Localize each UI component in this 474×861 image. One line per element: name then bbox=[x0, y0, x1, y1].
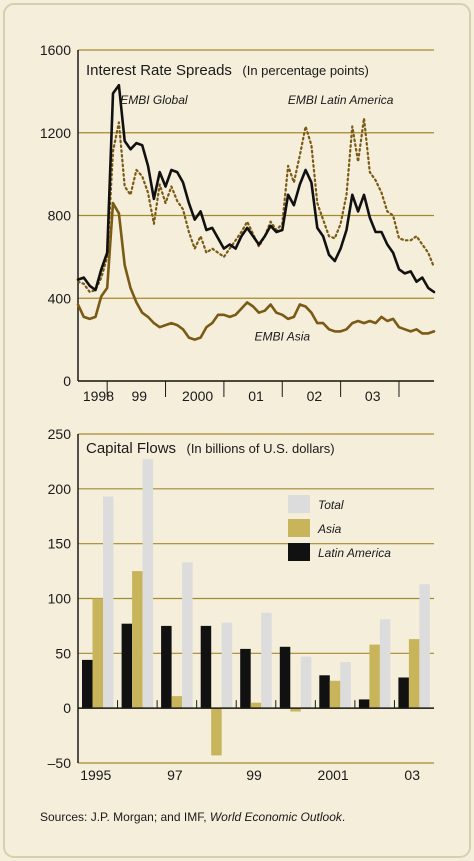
c2-y-tick-label: 150 bbox=[48, 536, 72, 552]
bar-asia-97 bbox=[171, 696, 183, 709]
legend-swatch-asia bbox=[288, 519, 310, 537]
bar-total-2000 bbox=[300, 656, 312, 709]
bar-asia-96 bbox=[132, 571, 143, 709]
c1-x-tick-label: 03 bbox=[365, 388, 381, 404]
bar-latin-america-98 bbox=[200, 625, 212, 709]
c2-y-tick-label: 250 bbox=[48, 426, 72, 442]
c2-y-tick-label: 0 bbox=[63, 700, 71, 716]
c1-y-tick-label: 1600 bbox=[40, 42, 71, 58]
bar-asia-2000 bbox=[290, 708, 301, 712]
c1-title-sub: (In percentage points) bbox=[242, 63, 368, 78]
c2-y-axis: –50 0 50 100 150 200 250 bbox=[48, 426, 79, 771]
c1-y-axis: 0 400 800 1200 1600 bbox=[40, 42, 434, 389]
bar-latin-america-99 bbox=[240, 648, 251, 709]
c1-title-main: Interest Rate Spreads bbox=[86, 62, 232, 79]
c1-title: Interest Rate Spreads (In percentage poi… bbox=[86, 62, 369, 79]
legend-label-asia: Asia bbox=[317, 522, 342, 536]
c1-x-axis: 1998 99 2000 01 02 03 bbox=[83, 381, 400, 404]
bar-total-96 bbox=[142, 459, 154, 709]
legend-label-total: Total bbox=[318, 498, 344, 512]
source-note-italic: World Economic Outlook bbox=[210, 810, 343, 824]
series-line-embi-asia bbox=[76, 201, 436, 341]
bar-total-99 bbox=[261, 612, 272, 709]
c2-x-tick-label: 99 bbox=[246, 767, 262, 783]
c2-y-tick-label: 50 bbox=[55, 645, 71, 661]
bar-latin-america-96 bbox=[121, 623, 133, 709]
bar-asia-1995 bbox=[92, 598, 103, 709]
c1-x-tick-label: 2000 bbox=[182, 388, 213, 404]
c2-bars bbox=[82, 459, 430, 756]
bar-asia-03 bbox=[408, 639, 420, 709]
c2-x-tick-label: 03 bbox=[404, 767, 420, 783]
interest-rate-spreads-chart: 0 400 800 1200 1600 1998 99 2000 01 02 03 Interes… bbox=[40, 42, 436, 404]
annotation-embi-asia: EMBI Asia bbox=[254, 330, 310, 344]
figure-frame bbox=[3, 3, 471, 858]
c2-x-axis: 1995 97 99 2001 03 bbox=[78, 700, 434, 783]
c1-y-tick-label: 1200 bbox=[40, 125, 71, 141]
bar-total-98 bbox=[221, 622, 233, 709]
c2-x-tick-label: 2001 bbox=[318, 767, 349, 783]
c2-y-tick-label: –50 bbox=[48, 755, 72, 771]
c1-x-tick-label: 01 bbox=[248, 388, 264, 404]
legend-swatch-latin-america bbox=[288, 543, 310, 561]
c2-y-tick-label: 200 bbox=[48, 481, 72, 497]
bar-latin-america-02 bbox=[358, 699, 370, 709]
bar-latin-america-2001 bbox=[319, 675, 330, 709]
c1-x-tick-label: 1998 bbox=[83, 388, 114, 404]
c2-gridlines bbox=[78, 433, 434, 764]
c2-y-tick-label: 100 bbox=[48, 591, 72, 607]
bar-latin-america-03 bbox=[398, 677, 409, 709]
source-note: Sources: J.P. Morgan; and IMF, World Eco… bbox=[40, 810, 345, 824]
bar-asia-98 bbox=[211, 708, 222, 756]
bar-asia-2001 bbox=[329, 680, 341, 709]
bar-latin-america-97 bbox=[161, 625, 172, 709]
bar-latin-america-1995 bbox=[82, 659, 93, 709]
c1-y-tick-label: 800 bbox=[48, 208, 72, 224]
capital-flows-chart: –50 0 50 100 150 200 250 1995 97 99 2001 03 Capita… bbox=[48, 426, 434, 783]
annotation-embi-latin-america: EMBI Latin America bbox=[288, 93, 394, 107]
c1-series-lines bbox=[76, 83, 436, 341]
legend-label-latin-america: Latin America bbox=[318, 546, 391, 560]
c1-y-tick-label: 0 bbox=[63, 373, 71, 389]
bar-total-02 bbox=[379, 619, 391, 709]
bar-total-97 bbox=[182, 562, 193, 709]
series-line-embi-global bbox=[76, 83, 436, 294]
c2-title: Capital Flows (In billions of U.S. dolla… bbox=[86, 440, 335, 457]
c2-x-tick-label: 97 bbox=[167, 767, 183, 783]
series-line-embi-latin-america bbox=[76, 117, 436, 294]
c2-legend: Total Asia Latin America bbox=[288, 495, 391, 561]
c2-title-sub: (In billions of U.S. dollars) bbox=[186, 441, 334, 456]
bar-asia-02 bbox=[369, 644, 380, 709]
legend-swatch-total bbox=[288, 495, 310, 513]
bar-total-1995 bbox=[103, 496, 114, 709]
c1-y-tick-label: 400 bbox=[48, 290, 72, 306]
bar-total-2001 bbox=[340, 662, 351, 709]
bar-total-03 bbox=[419, 584, 430, 709]
c2-title-main: Capital Flows bbox=[86, 440, 176, 457]
bar-asia-99 bbox=[250, 702, 262, 709]
source-note-suffix: . bbox=[342, 810, 345, 824]
c2-x-tick-label: 1995 bbox=[80, 767, 111, 783]
c1-x-tick-label: 99 bbox=[131, 388, 147, 404]
bar-latin-america-2000 bbox=[279, 646, 291, 709]
c1-x-tick-label: 02 bbox=[307, 388, 323, 404]
source-note-prefix: Sources: J.P. Morgan; and IMF, bbox=[40, 810, 210, 824]
annotation-embi-global: EMBI Global bbox=[120, 93, 188, 107]
